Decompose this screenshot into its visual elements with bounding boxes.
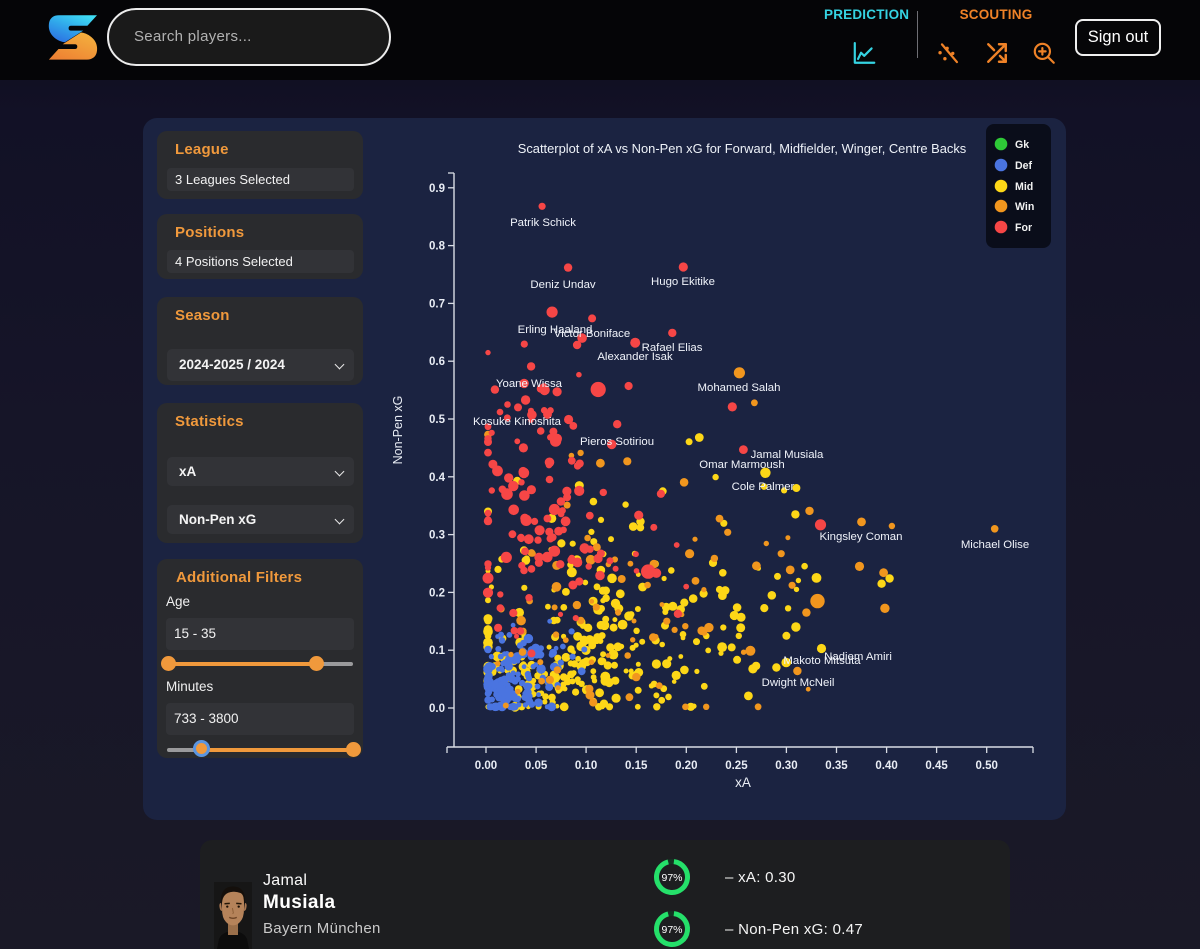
svg-text:0.1: 0.1 (429, 645, 446, 657)
svg-text:0.7: 0.7 (429, 298, 445, 310)
svg-text:Win: Win (1015, 201, 1034, 213)
svg-text:0.9: 0.9 (429, 183, 445, 195)
svg-text:0.00: 0.00 (475, 760, 497, 772)
svg-text:0.35: 0.35 (825, 760, 848, 772)
svg-text:Dwight McNeil: Dwight McNeil (762, 677, 835, 689)
svg-text:0.4: 0.4 (429, 472, 446, 484)
svg-text:Michael Olise: Michael Olise (961, 539, 1029, 551)
svg-text:0.20: 0.20 (675, 760, 697, 772)
svg-text:Kingsley Coman: Kingsley Coman (820, 531, 903, 543)
svg-text:Patrik Schick: Patrik Schick (510, 217, 576, 229)
svg-text:Yoane Wissa: Yoane Wissa (496, 378, 563, 390)
svg-text:0.15: 0.15 (625, 760, 648, 772)
svg-text:0.05: 0.05 (525, 760, 548, 772)
svg-text:0.50: 0.50 (976, 760, 998, 772)
svg-text:0.2: 0.2 (429, 587, 445, 599)
svg-text:Rafael Elias: Rafael Elias (642, 342, 703, 354)
svg-text:Mohamed Salah: Mohamed Salah (698, 382, 781, 394)
svg-text:xA: xA (735, 775, 751, 790)
svg-text:Deniz Undav: Deniz Undav (530, 279, 596, 291)
svg-text:Def: Def (1015, 160, 1033, 172)
svg-text:97%: 97% (661, 872, 682, 884)
svg-text:Kosuke Kinoshita: Kosuke Kinoshita (473, 416, 562, 428)
svg-text:0.45: 0.45 (925, 760, 948, 772)
svg-text:0.30: 0.30 (775, 760, 797, 772)
svg-text:Hugo Ekitike: Hugo Ekitike (651, 276, 715, 288)
svg-text:Makoto Mitsuta: Makoto Mitsuta (783, 655, 861, 667)
svg-text:Omar Marmoush: Omar Marmoush (699, 459, 784, 471)
svg-text:0.6: 0.6 (429, 356, 445, 368)
svg-text:0.0: 0.0 (429, 703, 445, 715)
svg-text:Jamal Musiala: Jamal Musiala (751, 449, 824, 461)
svg-text:0.3: 0.3 (429, 530, 445, 542)
svg-text:0.5: 0.5 (429, 414, 446, 426)
svg-text:0.10: 0.10 (575, 760, 597, 772)
svg-text:Non-Pen xG: Non-Pen xG (391, 396, 405, 465)
svg-text:Alexander Isak: Alexander Isak (597, 351, 673, 363)
svg-text:Victor Boniface: Victor Boniface (554, 328, 630, 340)
svg-text:Scatterplot of xA vs Non-Pen x: Scatterplot of xA vs Non-Pen xG for Forw… (518, 141, 966, 156)
svg-text:0.8: 0.8 (429, 241, 446, 253)
svg-text:Pieros Sotiriou: Pieros Sotiriou (580, 436, 654, 448)
svg-text:For: For (1015, 222, 1032, 234)
svg-text:Nadiem Amiri: Nadiem Amiri (824, 651, 892, 663)
svg-text:0.25: 0.25 (725, 760, 748, 772)
svg-text:Gk: Gk (1015, 139, 1029, 151)
svg-text:Erling Haaland: Erling Haaland (518, 324, 593, 336)
svg-text:0.40: 0.40 (875, 760, 897, 772)
svg-text:Mid: Mid (1015, 181, 1033, 193)
svg-text:Cole Palmer: Cole Palmer (732, 481, 795, 493)
svg-text:97%: 97% (661, 924, 682, 936)
